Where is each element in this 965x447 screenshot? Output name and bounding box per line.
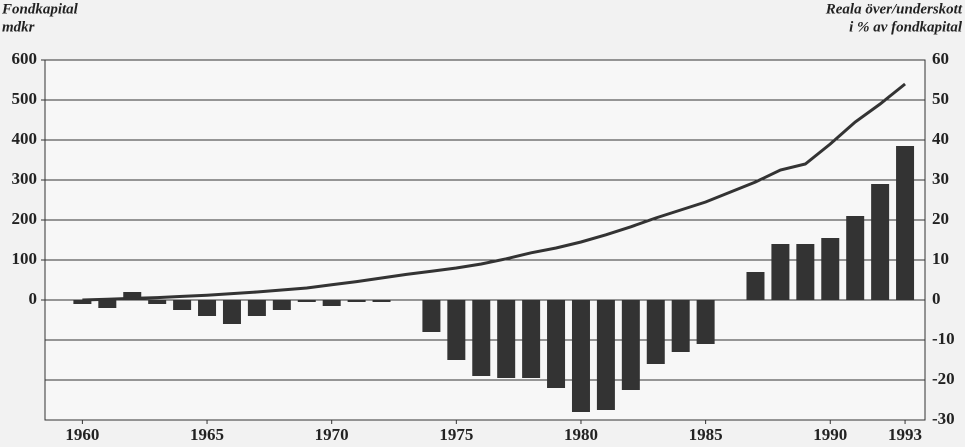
bar <box>98 300 117 308</box>
bar <box>148 300 167 304</box>
bar <box>372 300 391 302</box>
y-tick-label: 600 <box>12 49 38 68</box>
bar <box>322 300 341 306</box>
y2-tick-label: 30 <box>932 169 949 188</box>
y-axis-label: Fondkapital <box>1 1 79 17</box>
y2-axis-label: i % av fondkapital <box>849 19 963 35</box>
bar <box>621 300 640 390</box>
y-tick-label: 200 <box>12 209 38 228</box>
bar <box>222 300 241 324</box>
bar <box>896 146 915 300</box>
y2-tick-label: -10 <box>932 329 955 348</box>
y-axis-label: mdkr <box>2 19 35 35</box>
x-tick-label: 1990 <box>813 425 847 444</box>
y2-tick-label: 60 <box>932 49 949 68</box>
bar <box>796 244 815 300</box>
bar <box>422 300 441 332</box>
y-tick-label: 300 <box>12 169 38 188</box>
y2-axis-label: Reala över/underskott <box>825 1 963 17</box>
bar <box>472 300 491 376</box>
bar <box>821 238 840 300</box>
bar <box>272 300 291 310</box>
bar <box>771 244 790 300</box>
bar <box>746 272 765 300</box>
line <box>82 82 906 302</box>
y2-tick-label: 10 <box>932 249 949 268</box>
y-tick-label: 400 <box>12 129 38 148</box>
x-tick-label: 1975 <box>439 425 473 444</box>
x-tick-label: 1993 <box>888 425 922 444</box>
bar <box>646 300 665 364</box>
y2-tick-label: 20 <box>932 209 949 228</box>
x-tick-label: 1970 <box>315 425 349 444</box>
x-tick-label: 1965 <box>190 425 224 444</box>
bar <box>297 300 316 302</box>
bar <box>247 300 266 316</box>
bar <box>596 300 615 410</box>
bar <box>73 300 92 304</box>
x-tick-label: 1980 <box>564 425 598 444</box>
bar <box>846 216 865 300</box>
bar <box>522 300 541 378</box>
y2-tick-label: 0 <box>932 289 941 308</box>
bar <box>123 292 142 300</box>
bar <box>173 300 192 310</box>
bar <box>347 300 366 302</box>
y-tick-label: 500 <box>12 89 38 108</box>
y2-tick-label: -20 <box>932 369 955 388</box>
y-tick-label: 0 <box>29 289 38 308</box>
y2-tick-label: -30 <box>932 409 955 428</box>
x-tick-label: 1960 <box>65 425 99 444</box>
y-tick-label: 100 <box>12 249 38 268</box>
bar <box>696 300 715 344</box>
bar <box>497 300 516 378</box>
bar <box>571 300 590 412</box>
bar <box>671 300 690 352</box>
y2-tick-label: 50 <box>932 89 949 108</box>
bar <box>447 300 466 360</box>
x-tick-label: 1985 <box>689 425 723 444</box>
y2-tick-label: 40 <box>932 129 949 148</box>
bar <box>547 300 566 388</box>
bar <box>871 184 890 300</box>
bar <box>198 300 217 316</box>
